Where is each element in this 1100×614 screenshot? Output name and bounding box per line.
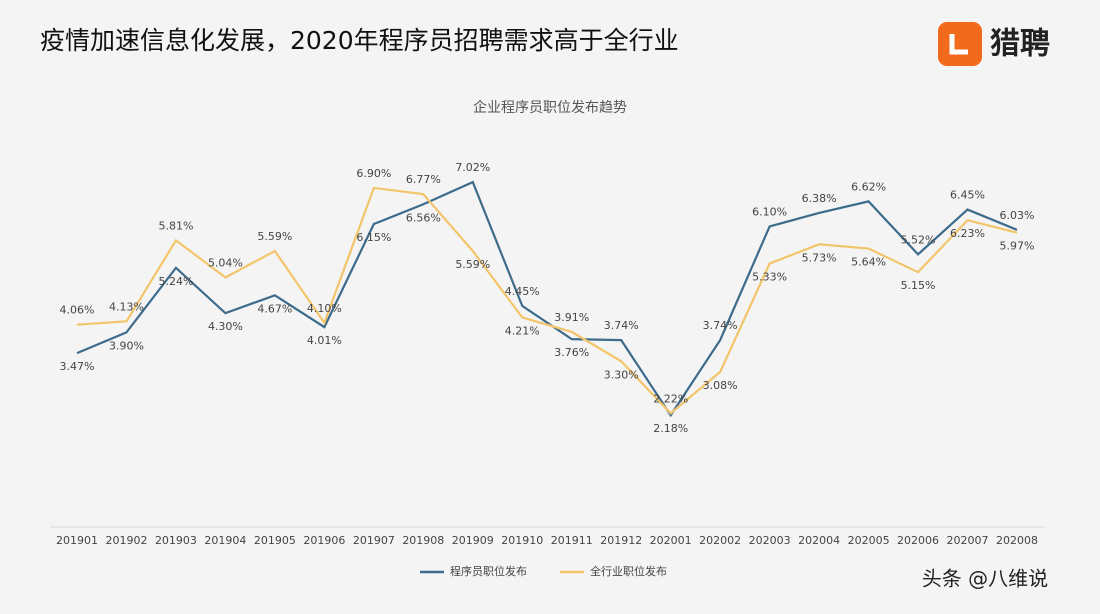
x-tick-label: 202003 [749,534,791,547]
x-tick-label: 201911 [551,534,593,547]
x-tick-label: 201909 [452,534,494,547]
data-label: 6.77% [406,173,441,186]
data-label: 5.73% [802,251,837,264]
legend-label: 全行业职位发布 [590,564,667,578]
data-label: 6.45% [950,189,985,202]
data-label: 5.15% [901,279,936,292]
x-tick-label: 201901 [56,534,98,547]
data-label: 5.97% [1000,240,1035,253]
data-label: 6.03% [1000,209,1035,222]
x-tick-label: 202004 [798,534,840,547]
series-line [76,180,1018,418]
watermark: 头条 @八维说 [922,567,1048,591]
data-label: 6.15% [356,231,391,244]
data-label: 4.13% [109,300,144,313]
logo-text: 猎聘 [990,27,1050,62]
x-tick-label: 201910 [501,534,543,547]
data-label: 5.52% [901,233,936,246]
x-tick-label: 201905 [254,534,296,547]
data-label: 6.62% [851,180,886,193]
x-tick-label: 201912 [600,534,642,547]
x-tick-label: 201902 [105,534,147,547]
x-tick-label: 201904 [204,534,246,547]
data-label: 6.90% [356,167,391,180]
x-tick-label: 202008 [996,534,1038,547]
data-label: 2.22% [653,392,688,405]
x-tick-label: 202005 [848,534,890,547]
data-label: 5.33% [752,271,787,284]
data-label: 5.59% [257,230,292,243]
data-label: 5.59% [455,258,490,271]
data-label: 5.24% [158,275,193,288]
data-label: 4.30% [208,320,243,333]
x-tick-label: 201908 [402,534,444,547]
x-tick-label: 202007 [947,534,989,547]
data-label: 4.67% [257,302,292,315]
page-title: 疫情加速信息化发展，2020年程序员招聘需求高于全行业 [40,26,679,55]
data-label: 4.45% [505,285,540,298]
data-label: 6.23% [950,227,985,240]
data-label: 6.56% [406,211,441,224]
data-label: 3.90% [109,339,144,352]
legend-label: 程序员职位发布 [450,564,527,578]
data-label: 5.64% [851,256,886,269]
data-label: 5.04% [208,256,243,269]
data-label: 2.18% [653,422,688,435]
data-label: 3.74% [604,319,639,332]
data-label: 3.08% [703,379,738,392]
x-tick-label: 202006 [897,534,939,547]
data-label: 4.06% [60,304,95,317]
chart-title: 企业程序员职位发布趋势 [473,99,627,116]
data-label: 4.10% [307,302,342,315]
x-tick-label: 202001 [650,534,692,547]
logo-icon [938,22,982,66]
x-tick-label: 201903 [155,534,197,547]
data-label: 3.76% [554,346,589,359]
data-label: 3.30% [604,368,639,381]
logo-glyph [949,34,968,55]
data-label: 3.74% [703,319,738,332]
data-label: 6.10% [752,205,787,218]
series-line [76,186,1018,415]
x-tick-label: 202002 [699,534,741,547]
data-label: 6.38% [802,192,837,205]
x-tick-label: 201907 [353,534,395,547]
x-tick-label: 201906 [303,534,345,547]
data-label: 4.01% [307,334,342,347]
data-label: 3.91% [554,311,589,324]
data-label: 7.02% [455,161,490,174]
data-label: 5.81% [158,219,193,232]
data-label: 3.47% [60,360,95,373]
data-label: 4.21% [505,324,540,337]
